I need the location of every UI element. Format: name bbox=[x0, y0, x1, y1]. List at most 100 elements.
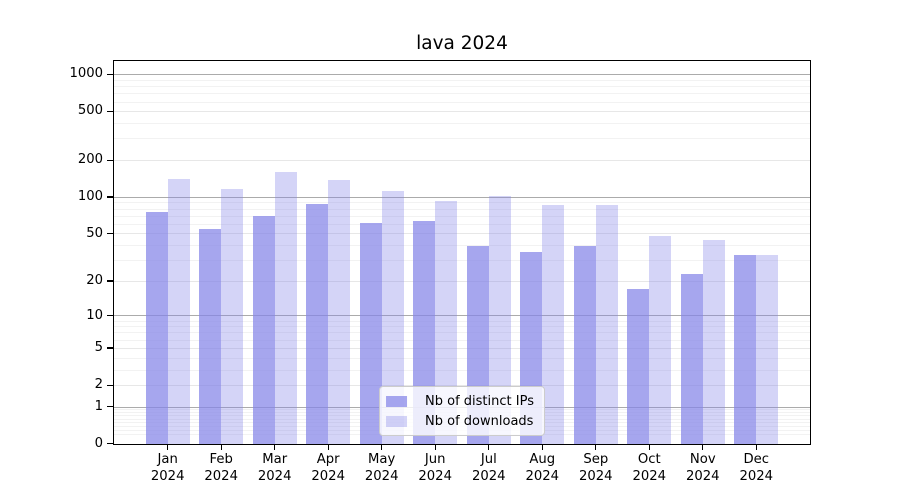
minor-gridline bbox=[114, 86, 810, 88]
y-tick-label: 0 bbox=[94, 435, 103, 451]
y-tick-label: 5 bbox=[94, 340, 103, 355]
minor-gridline bbox=[114, 332, 810, 334]
x-tick bbox=[702, 445, 704, 450]
x-tick-label-oct: Oct 2024 bbox=[632, 452, 667, 484]
y-tick-label: 100 bbox=[77, 189, 103, 204]
minor-gridline bbox=[114, 260, 810, 261]
minor-gridline bbox=[114, 208, 810, 210]
x-tick bbox=[541, 445, 543, 450]
bar-dec-downloads bbox=[756, 255, 779, 444]
minor-gridline bbox=[114, 93, 810, 95]
x-tick-label-dec: Dec 2024 bbox=[739, 452, 774, 484]
y-tick bbox=[106, 347, 113, 349]
legend-item-distinct-ips: Nb of distinct IPs bbox=[386, 391, 534, 411]
minor-gridline bbox=[114, 320, 810, 322]
x-tick-label-apr: Apr 2024 bbox=[311, 452, 345, 484]
bar-jul-downloads bbox=[488, 195, 511, 444]
major-gridline bbox=[114, 280, 810, 282]
bar-oct-distinct-ips bbox=[627, 289, 650, 444]
y-tick bbox=[106, 406, 113, 408]
minor-gridline bbox=[114, 339, 810, 341]
y-tick bbox=[106, 233, 113, 235]
bar-nov-downloads bbox=[702, 240, 725, 444]
x-tick bbox=[274, 445, 276, 450]
legend-swatch-distinct-ips bbox=[386, 395, 408, 407]
bar-mar-downloads bbox=[274, 171, 297, 444]
minor-gridline bbox=[114, 101, 810, 103]
bar-feb-distinct-ips bbox=[199, 229, 221, 444]
y-tick bbox=[106, 196, 113, 198]
y-tick bbox=[106, 315, 113, 317]
x-tick-label-feb: Feb 2024 bbox=[204, 452, 238, 484]
bar-jan-distinct-ips bbox=[145, 212, 168, 444]
x-tick-label-jan: Jan 2024 bbox=[150, 452, 185, 484]
major-gridline bbox=[114, 315, 810, 317]
x-tick-label-jul: Jul 2024 bbox=[472, 452, 506, 484]
minor-gridline bbox=[114, 79, 810, 81]
bar-dec-distinct-ips bbox=[734, 255, 757, 444]
minor-gridline bbox=[114, 138, 810, 140]
major-gridline bbox=[114, 111, 810, 113]
x-tick bbox=[327, 445, 329, 450]
legend: Nb of distinct IPs Nb of downloads bbox=[379, 386, 545, 436]
x-tick bbox=[434, 445, 436, 450]
bar-sep-distinct-ips bbox=[573, 246, 596, 444]
y-tick bbox=[106, 280, 113, 282]
minor-gridline bbox=[114, 245, 810, 246]
y-tick-label: 200 bbox=[77, 152, 103, 168]
minor-gridline bbox=[114, 202, 810, 204]
legend-swatch-downloads bbox=[386, 415, 408, 427]
x-tick bbox=[595, 445, 597, 450]
x-tick bbox=[488, 445, 490, 450]
y-tick bbox=[106, 110, 113, 112]
y-tick-label: 1 bbox=[94, 398, 103, 414]
minor-gridline bbox=[114, 369, 810, 371]
major-gridline bbox=[114, 347, 810, 349]
plot-area: Nb of distinct IPs Nb of downloads bbox=[113, 60, 811, 445]
grid-layer bbox=[114, 61, 810, 444]
bar-oct-downloads bbox=[649, 235, 672, 444]
x-tick bbox=[167, 445, 169, 450]
minor-gridline bbox=[114, 215, 810, 217]
y-tick-label: 10 bbox=[86, 307, 103, 323]
minor-gridline bbox=[114, 326, 810, 328]
y-tick bbox=[106, 159, 113, 161]
bar-layer bbox=[114, 61, 810, 444]
legend-label-downloads: Nb of downloads bbox=[425, 413, 534, 429]
y-tick-label: 50 bbox=[86, 225, 103, 241]
x-tick-label-sep: Sep 2024 bbox=[579, 452, 613, 484]
x-tick-label-mar: Mar 2024 bbox=[257, 452, 292, 484]
x-tick-label-jun: Jun 2024 bbox=[418, 452, 452, 484]
legend-item-downloads: Nb of downloads bbox=[386, 411, 534, 431]
x-tick-label-aug: Aug 2024 bbox=[525, 452, 560, 484]
chart-title: lava 2024 bbox=[416, 33, 508, 54]
bar-aug-downloads bbox=[542, 205, 565, 444]
x-tick bbox=[220, 445, 222, 450]
x-tick bbox=[381, 445, 383, 450]
y-tick bbox=[106, 384, 113, 386]
x-tick-label-may: May 2024 bbox=[364, 452, 399, 484]
minor-gridline bbox=[114, 123, 810, 125]
bar-jun-downloads bbox=[435, 200, 457, 444]
bar-apr-downloads bbox=[328, 180, 350, 444]
y-tick-label: 1000 bbox=[69, 66, 103, 82]
major-gridline bbox=[114, 384, 810, 386]
minor-gridline bbox=[114, 357, 810, 359]
major-gridline bbox=[114, 160, 810, 161]
x-tick bbox=[648, 445, 650, 450]
y-tick-label: 2 bbox=[94, 377, 103, 393]
y-tick bbox=[106, 443, 113, 445]
major-gridline bbox=[114, 196, 810, 198]
y-tick bbox=[106, 73, 113, 75]
major-gridline bbox=[114, 74, 810, 76]
bar-apr-distinct-ips bbox=[306, 204, 328, 444]
bar-jan-downloads bbox=[167, 179, 190, 444]
x-tick bbox=[755, 445, 757, 450]
bar-feb-downloads bbox=[221, 189, 243, 444]
bar-may-downloads bbox=[381, 190, 404, 444]
bar-nov-distinct-ips bbox=[680, 273, 703, 444]
bar-may-distinct-ips bbox=[359, 222, 382, 444]
